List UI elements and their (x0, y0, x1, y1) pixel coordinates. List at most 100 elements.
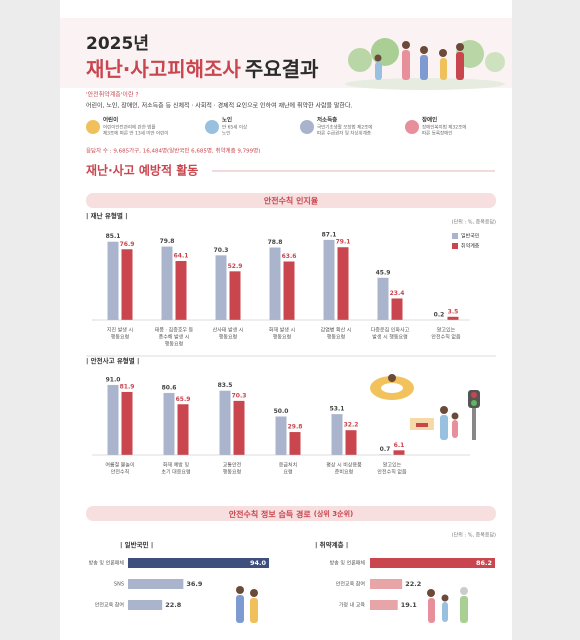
title-red: 재난·사고피해조사 (86, 57, 241, 81)
people-illustration (236, 586, 468, 623)
value-label: 32.2 (344, 422, 359, 429)
value-label: 45.9 (376, 269, 391, 276)
group-icon (300, 120, 314, 134)
legend-label: 취약계층 (461, 243, 480, 250)
x-tick-label: 교통안전 (223, 462, 242, 469)
value-label: 91.0 (106, 376, 121, 383)
bar (275, 416, 287, 455)
panel2-highlight: (상위 3순위) (314, 509, 353, 518)
value-label: 6.1 (394, 442, 405, 449)
bar (233, 400, 245, 455)
group-name: 노인 (222, 116, 232, 124)
value-label: 29.8 (288, 424, 303, 431)
bar (370, 600, 398, 610)
group-desc: 노인 (222, 130, 230, 137)
bar (345, 430, 357, 455)
bar (370, 579, 403, 589)
x-tick-label: 풍수해 발생 시 (159, 334, 190, 341)
bar (121, 249, 133, 320)
value-label: 79.8 (160, 238, 175, 245)
bar (393, 450, 405, 455)
bar (128, 600, 163, 610)
panel1-pill (86, 193, 496, 208)
x-tick-label: 평상 시 비상용품 (326, 462, 362, 469)
x-tick-label: 안전수칙 없음 (377, 469, 407, 476)
x-tick-label: 다중운집 인파사고 (371, 327, 410, 334)
chart-subtitle: | 일반국민 | (120, 540, 153, 550)
value-label: 83.5 (218, 382, 233, 389)
value-label: 70.3 (232, 392, 247, 399)
bar (107, 241, 119, 320)
x-tick-label: 행동요령 (327, 334, 345, 341)
group-name: 장애인 (422, 116, 437, 124)
value-label: 0.2 (434, 311, 445, 318)
bar (337, 247, 349, 320)
group-desc: 따른 등록장애인 (422, 130, 452, 137)
x-tick-label: 행동요령 (223, 469, 241, 476)
group-icon (405, 120, 419, 134)
x-tick-label: 안전수칙 (111, 469, 129, 476)
y-tick-label: SNS (114, 582, 124, 588)
value-label: 52.9 (228, 263, 243, 270)
value-label: 0.7 (380, 446, 391, 453)
group-icon (86, 120, 100, 134)
group-name: 저소득층 (317, 116, 337, 124)
value-label: 65.9 (176, 396, 191, 403)
value-label: 70.3 (214, 247, 229, 254)
x-tick-label: 화재 발생 시 (269, 327, 295, 334)
group-icon (205, 120, 219, 134)
x-tick-label: 산사태 발생 시 (213, 327, 244, 334)
definition-text: 어린이, 노인, 장애인, 저소득층 등 신체적 · 사회적 · 경제적 요인으… (86, 102, 352, 110)
group-desc: 어린이안전관리에 관한 법률 (103, 124, 156, 131)
value-label: 78.8 (268, 239, 283, 246)
bar (107, 384, 119, 455)
bar (447, 316, 459, 320)
value-label: 19.1 (401, 601, 418, 609)
bar (128, 579, 184, 589)
x-tick-label: 감염병 확산 시 (321, 327, 352, 334)
value-label: 76.9 (120, 241, 135, 248)
x-tick-label: 안전수칙 없음 (431, 334, 461, 341)
x-tick-label: 응급처치 (279, 462, 297, 469)
panel2-title: 안전수칙 정보 습득 경로 (상위 3순위) (229, 509, 353, 519)
bar (163, 392, 175, 455)
x-tick-label: 행동요령 (165, 341, 183, 348)
group-desc: 따른 수급권자 및 차상위계층 (317, 130, 371, 137)
value-label: 86.2 (476, 559, 492, 567)
bar (229, 271, 241, 320)
definition-term: '안전취약계층'이란 ? (86, 91, 139, 99)
title-year: 2025년 (86, 34, 149, 54)
title: 재난·사고피해조사 주요결과 (86, 57, 319, 81)
x-tick-label: 요령 (283, 469, 292, 476)
value-label: 36.9 (186, 580, 203, 588)
title-dark: 주요결과 (245, 57, 319, 81)
bar (370, 558, 495, 568)
bar (121, 391, 133, 455)
x-tick-label: 화재 예방 및 (163, 462, 190, 469)
x-tick-label: 지진 발생 시 (107, 327, 133, 334)
sample-size: 응답자 수 : 9,685가구, 16,484명(일반국민 6,685명, 취약… (86, 147, 260, 155)
chart-note: (단위 : %, 중복응답) (452, 219, 496, 226)
bar (283, 261, 295, 320)
panel1-title: 안전수칙 인지율 (264, 196, 319, 206)
bar (175, 261, 187, 320)
x-tick-label: 초기 대응요령 (161, 469, 190, 476)
x-tick-label: 발생 시 행동요령 (372, 334, 407, 341)
panel2-note: (단위 : %, 중복응답) (452, 532, 496, 539)
value-label: 53.1 (330, 406, 345, 413)
bar (128, 558, 269, 568)
value-label: 22.2 (405, 580, 421, 588)
section-title: 재난·사고 예방적 활동 (86, 163, 198, 178)
group-name: 어린이 (103, 116, 118, 124)
bar (161, 246, 173, 320)
value-label: 3.5 (448, 308, 459, 315)
x-tick-label: 행동요령 (111, 334, 129, 341)
bar (331, 414, 343, 455)
bar (177, 404, 189, 455)
panel2-pill (86, 506, 496, 521)
y-tick-label: 안전교육 참여 (336, 581, 365, 588)
value-label: 81.9 (120, 383, 135, 390)
legend-label: 일반국민 (461, 233, 480, 240)
x-tick-label: 준비요령 (335, 469, 353, 476)
